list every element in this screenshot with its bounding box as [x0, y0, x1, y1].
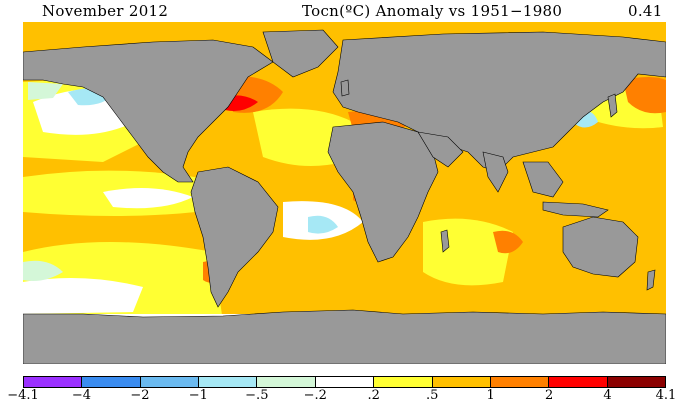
legend-tick-11: 4.1: [655, 388, 677, 403]
legend-swatch-10: [607, 377, 665, 387]
legend-swatch-7: [432, 377, 491, 387]
legend-tick-2: −2: [130, 388, 150, 403]
legend-tick-7: .5: [425, 388, 439, 403]
patch-green-south-pacific: [23, 260, 63, 281]
land-indonesia: [542, 201, 609, 218]
legend-tick-6: .2: [367, 388, 380, 403]
legend-swatch-5: [315, 377, 375, 387]
legend-swatch-3: [199, 377, 258, 387]
land-south-america: [190, 166, 279, 308]
land-europe-asia: [332, 31, 666, 173]
global-mean-value: 0.41: [628, 2, 663, 20]
map-title: Tocn(ºC) Anomaly vs 1951−1980: [302, 2, 563, 20]
land-india: [482, 151, 509, 193]
patch-white-tropical-pacific: [103, 188, 193, 209]
legend-swatch-6: [374, 377, 433, 387]
legend-tick-9: 2: [544, 388, 554, 403]
patch-orange-indian-ocean: [493, 230, 523, 254]
land-uk: [340, 79, 350, 97]
color-legend: [23, 376, 666, 388]
land-greenland: [262, 29, 339, 78]
land-antarctica: [23, 309, 666, 364]
legend-swatch-2: [140, 377, 200, 387]
legend-tick-1: −4: [71, 388, 92, 403]
legend-tick-0: −4.1: [7, 388, 39, 403]
land-new-zealand: [646, 269, 656, 291]
legend-tick-8: 1: [486, 388, 495, 403]
legend-swatch-4: [257, 377, 316, 387]
legend-swatch-1: [82, 377, 141, 387]
legend-tick-3: −1: [188, 388, 208, 403]
patch-white-south-pacific: [23, 278, 143, 314]
anomaly-map: [23, 22, 666, 364]
land-arabia: [417, 131, 464, 168]
legend-swatch-9: [549, 377, 608, 387]
patch-cool-south-atlantic: [308, 215, 338, 234]
land-north-america: [23, 39, 274, 183]
land-australia: [562, 216, 639, 278]
legend-tick-5: −.2: [303, 388, 327, 403]
patch-orange-nw-pacific: [623, 77, 666, 114]
land-japan: [607, 93, 618, 118]
legend-swatch-8: [490, 377, 550, 387]
legend-swatch-0: [24, 377, 83, 387]
land-masses: [23, 29, 666, 364]
land-madagascar: [440, 229, 450, 253]
map-month: November 2012: [42, 2, 169, 20]
legend-tick-4: −.5: [245, 388, 269, 403]
patch-green-alaska: [28, 82, 63, 100]
legend-tick-10: 4: [603, 388, 612, 403]
land-southeast-asia: [522, 161, 564, 198]
